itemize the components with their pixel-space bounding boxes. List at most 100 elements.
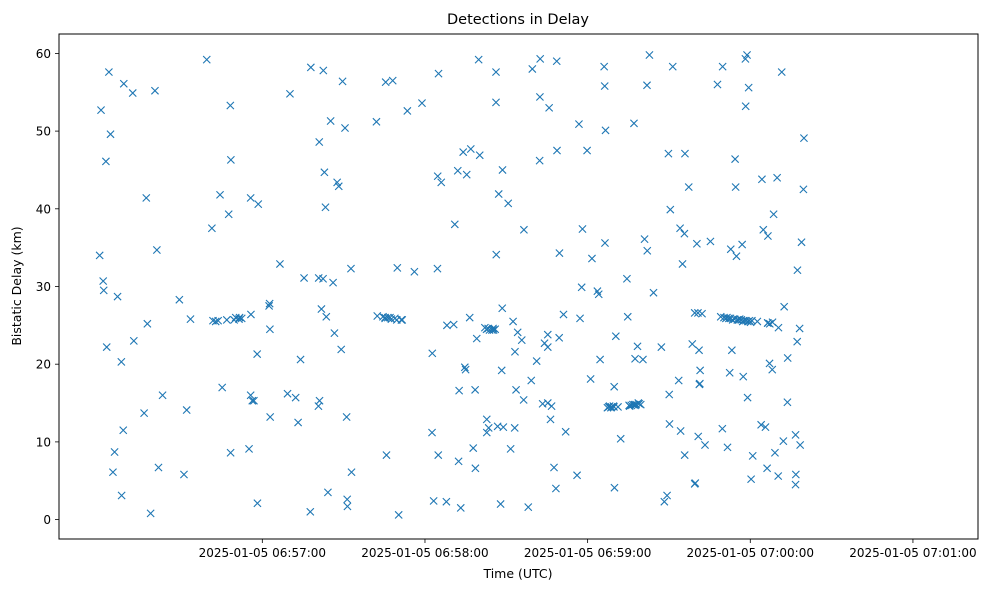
data-point-marker (403, 106, 412, 115)
data-point-marker (718, 424, 727, 433)
data-point-marker (285, 89, 294, 98)
data-point-marker (551, 484, 560, 493)
data-point-marker (663, 491, 672, 500)
data-point-marker (461, 365, 470, 374)
data-point-marker (110, 447, 119, 456)
data-point-marker (450, 220, 459, 229)
data-point-marker (519, 395, 528, 404)
data-point-marker (489, 324, 498, 333)
data-point-marker (676, 224, 685, 233)
data-point-marker (684, 183, 693, 192)
data-point-marker (222, 315, 231, 324)
data-point-marker (214, 316, 223, 325)
data-point-marker (235, 315, 243, 324)
data-point-marker (207, 224, 216, 233)
data-point-marker (633, 342, 642, 351)
data-point-marker (706, 237, 715, 246)
data-point-marker (482, 415, 491, 424)
data-point-marker (496, 500, 505, 509)
data-point-marker (561, 427, 570, 436)
data-point-marker (119, 79, 128, 88)
data-point-marker (372, 117, 381, 126)
data-point-marker (796, 441, 805, 449)
data-point-marker (668, 62, 677, 71)
data-point-marker (552, 57, 561, 66)
data-point-marker (381, 78, 390, 87)
data-point-marker (245, 444, 254, 453)
data-point-marker (275, 259, 284, 268)
data-point-marker (246, 193, 255, 202)
data-point-marker (532, 357, 541, 366)
data-point-marker (158, 391, 167, 400)
data-point-marker (731, 155, 740, 164)
data-point-marker (466, 144, 475, 153)
data-point-marker (701, 441, 709, 449)
data-point-marker (265, 299, 274, 308)
data-point-marker (770, 448, 779, 457)
data-point-marker (744, 83, 753, 92)
data-point-marker (323, 488, 332, 497)
data-point-marker (513, 328, 522, 337)
data-point-marker (296, 355, 305, 364)
data-point-marker (499, 423, 508, 432)
data-point-marker (773, 173, 782, 182)
data-point-marker (320, 168, 329, 177)
data-point-marker (460, 363, 469, 372)
data-point-marker (664, 149, 673, 158)
data-point-marker (484, 423, 493, 432)
data-point-marker (108, 468, 117, 477)
data-point-marker (713, 80, 722, 89)
y-tick-label: 60 (36, 47, 51, 61)
data-point-marker (741, 316, 750, 325)
data-point-marker (797, 238, 806, 247)
data-point-marker (104, 68, 113, 77)
data-point-marker (573, 471, 582, 480)
data-point-marker (622, 274, 631, 283)
data-point-marker (718, 62, 727, 71)
data-point-marker (456, 503, 465, 512)
data-point-marker (498, 304, 507, 313)
data-point-marker (524, 503, 533, 512)
data-point-marker (657, 343, 666, 352)
axis-ticks: 2025-01-05 06:57:00 2025-01-05 06:58:00 20… (36, 47, 977, 560)
data-point-marker (665, 420, 674, 429)
data-point-marker (143, 319, 152, 328)
data-point-marker (434, 69, 443, 78)
data-point-marker (731, 183, 740, 192)
data-point-marker (248, 396, 257, 405)
data-point-marker (429, 496, 438, 505)
data-point-marker (465, 313, 474, 322)
data-point-marker (254, 200, 263, 209)
data-point-marker (346, 264, 355, 273)
data-point-marker (777, 68, 786, 77)
data-point-marker (428, 428, 437, 437)
data-point-marker (202, 55, 211, 64)
data-point-marker (607, 402, 616, 411)
data-point-marker (462, 170, 471, 179)
data-point-marker (117, 491, 126, 500)
data-point-marker (536, 54, 545, 63)
data-point-marker (743, 50, 752, 59)
data-point-marker (224, 210, 233, 219)
data-point-marker (319, 66, 328, 75)
data-point-marker (527, 376, 536, 385)
data-points (95, 50, 808, 519)
data-point-marker (315, 396, 324, 405)
data-point-marker (757, 175, 766, 184)
data-point-marker (117, 357, 126, 366)
data-point-marker (769, 210, 778, 219)
data-point-marker (265, 301, 274, 310)
data-point-marker (128, 89, 137, 98)
data-point-marker (510, 347, 519, 356)
data-point-marker (725, 368, 734, 377)
data-point-marker (512, 385, 521, 394)
data-point-marker (645, 50, 654, 59)
data-point-marker (747, 475, 756, 484)
data-point-marker (723, 443, 732, 452)
data-point-marker (691, 479, 700, 488)
data-point-marker (780, 302, 789, 311)
data-point-marker (799, 134, 808, 143)
data-point-marker (601, 126, 610, 135)
data-point-marker (774, 323, 783, 332)
data-point-marker (235, 313, 244, 322)
